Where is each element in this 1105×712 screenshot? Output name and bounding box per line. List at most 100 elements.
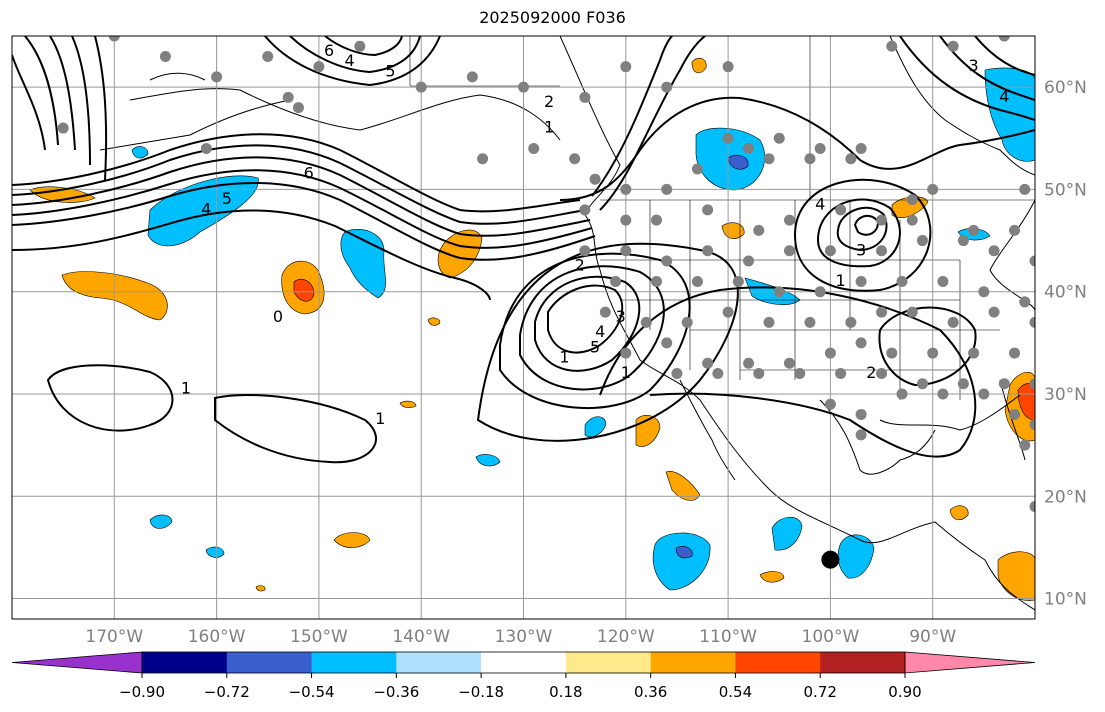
station-dot	[640, 316, 652, 328]
station-dot	[159, 50, 171, 62]
colorbar-segment	[735, 652, 821, 673]
positive-anomaly-area	[427, 317, 441, 326]
lon-tick-label: 90°W	[909, 627, 956, 647]
positive-anomaly-area	[665, 471, 701, 501]
station-dot	[1019, 296, 1031, 308]
colorbar-segment	[565, 652, 652, 673]
station-dot	[886, 347, 898, 359]
contour-label: 1	[544, 118, 554, 137]
station-dot	[845, 316, 857, 328]
station-dot	[722, 132, 734, 144]
station-dot	[702, 204, 714, 216]
colorbar-tick-label: 0.18	[549, 683, 582, 701]
contour-label: 1	[181, 378, 191, 397]
lat-tick-label: 20°N	[1044, 487, 1087, 507]
colorbar-segment	[820, 652, 906, 673]
station-dot	[835, 368, 847, 380]
station-dot	[292, 102, 304, 114]
colorbar-tick-label: −0.90	[119, 683, 165, 701]
lon-tick-label: 100°W	[802, 627, 860, 647]
positive-anomaly-area	[691, 57, 707, 74]
station-dot	[415, 81, 427, 93]
station-dot	[589, 173, 601, 185]
station-dot	[1029, 316, 1035, 328]
station-dot	[906, 214, 918, 226]
station-dot	[1009, 224, 1021, 236]
station-dot	[906, 194, 918, 206]
contour-label: 4	[344, 51, 354, 70]
station-dot	[743, 143, 755, 155]
contour-label: 2	[544, 92, 554, 111]
negative-anomaly-area	[149, 514, 173, 529]
lat-tick-label: 50°N	[1044, 180, 1087, 200]
station-dot	[1019, 439, 1031, 451]
lat-tick-label: 60°N	[1044, 78, 1087, 98]
station-dot	[211, 71, 223, 83]
lon-tick-label: 140°W	[392, 627, 450, 647]
contour-label: 1	[836, 271, 846, 290]
station-dot	[968, 347, 980, 359]
positive-anomaly-area	[399, 400, 417, 408]
positive-anomaly-area	[949, 505, 969, 520]
station-dot	[916, 378, 928, 390]
contour-label: 4	[999, 87, 1009, 106]
station-dot	[200, 143, 212, 155]
colorbar-segment	[311, 652, 397, 673]
colorbar-segment	[481, 652, 567, 673]
station-dot	[835, 204, 847, 216]
colorbar-min-extension	[11, 651, 143, 674]
contour-label: 5	[590, 337, 600, 356]
station-dot	[855, 143, 867, 155]
station-dot	[876, 245, 888, 257]
station-dot	[691, 275, 703, 287]
station-dot	[1029, 255, 1035, 267]
station-dot	[937, 275, 949, 287]
station-dot	[579, 91, 591, 103]
station-dot	[886, 40, 898, 52]
lat-tick-label: 40°N	[1044, 283, 1087, 303]
station-dot	[896, 275, 908, 287]
station-dot	[1029, 419, 1035, 431]
station-dot	[702, 357, 714, 369]
lat-tick-label: 30°N	[1044, 385, 1087, 405]
colorbar-tick-label: 0.54	[719, 683, 752, 701]
station-dot	[804, 153, 816, 165]
station-dot	[57, 122, 69, 134]
contour-label: 4	[595, 322, 605, 341]
colorbar-tick-label: 0.72	[804, 683, 837, 701]
positive-anomaly-area	[1017, 383, 1035, 421]
colorbar-tick-label: 0.36	[634, 683, 667, 701]
contour-label: 1	[559, 348, 569, 367]
colorbar-tick-label: −0.36	[373, 683, 419, 701]
colorbar-segment	[142, 652, 228, 673]
station-dot	[814, 286, 826, 298]
station-dot	[702, 245, 714, 257]
station-dot	[620, 347, 632, 359]
contour-label: 5	[385, 61, 395, 80]
lat-tick-label: 10°N	[1044, 590, 1087, 610]
contour-label: 3	[616, 307, 626, 326]
positive-anomaly-area	[333, 532, 371, 548]
positive-anomaly-area	[29, 186, 96, 203]
station-dot	[855, 275, 867, 287]
station-dot	[722, 306, 734, 318]
colorbar-segment	[650, 652, 736, 673]
station-dot	[620, 214, 632, 226]
contour-label: 0	[273, 307, 283, 326]
contour-label: 4	[201, 199, 211, 218]
station-dot	[896, 388, 908, 400]
station-dot	[783, 214, 795, 226]
station-dot	[998, 36, 1010, 42]
contour-label: 5	[222, 189, 232, 208]
colorbar	[11, 651, 1036, 674]
station-dot	[876, 368, 888, 380]
station-dot	[1029, 500, 1035, 512]
contour-label: 3	[856, 240, 866, 259]
station-dot	[947, 316, 959, 328]
station-dot	[661, 183, 673, 195]
station-dot	[763, 153, 775, 165]
station-dot	[824, 245, 836, 257]
station-dot	[814, 143, 826, 155]
